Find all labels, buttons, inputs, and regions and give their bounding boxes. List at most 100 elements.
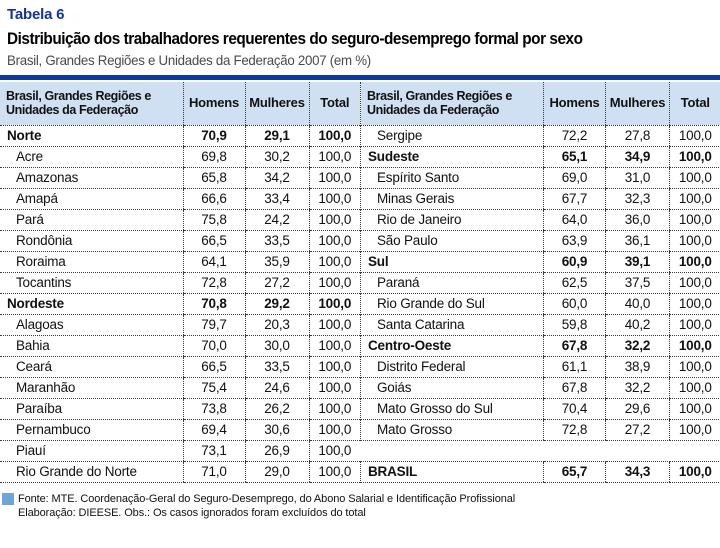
- region-cell: Goiás: [360, 377, 544, 399]
- homens-cell: 65,1: [543, 146, 606, 168]
- region-cell: Espírito Santo: [360, 167, 544, 189]
- mulheres-cell: 36,0: [605, 209, 670, 231]
- table-row: Ceará 66,5 33,5 100,0: [0, 356, 360, 378]
- mulheres-cell: 29,1: [244, 125, 309, 147]
- column-header-total: Total: [308, 82, 360, 126]
- data-table: Brasil, Grandes Regiões e Unidades da Fe…: [0, 82, 720, 483]
- total-cell: 100,0: [669, 167, 720, 189]
- homens-cell: 67,8: [543, 377, 606, 399]
- page-title: Distribuição dos trabalhadores requerent…: [7, 30, 583, 48]
- homens-cell: 66,5: [182, 230, 245, 252]
- region-cell: Acre: [0, 146, 183, 168]
- total-cell: 100,0: [669, 188, 720, 210]
- table-row: Nordeste 70,8 29,2 100,0: [0, 293, 360, 315]
- mulheres-cell: 24,6: [244, 377, 309, 399]
- region-cell: Santa Catarina: [360, 314, 544, 336]
- total-cell: 100,0: [669, 272, 720, 294]
- left-table: Brasil, Grandes Regiões e Unidades da Fe…: [0, 82, 360, 483]
- mulheres-cell: 39,1: [605, 251, 670, 273]
- homens-cell: 67,7: [543, 188, 606, 210]
- region-cell: Alagoas: [0, 314, 183, 336]
- total-cell: 100,0: [669, 419, 720, 441]
- mulheres-cell: 20,3: [244, 314, 309, 336]
- region-cell: São Paulo: [360, 230, 544, 252]
- table-row: BRASIL 65,7 34,3 100,0: [360, 461, 720, 483]
- region-cell: Amazonas: [0, 167, 183, 189]
- homens-cell: 75,8: [182, 209, 245, 231]
- total-cell: 100,0: [308, 461, 360, 483]
- region-cell: Norte: [0, 125, 183, 147]
- region-cell: Rio de Janeiro: [360, 209, 544, 231]
- region-cell: Rondônia: [0, 230, 183, 252]
- table-row: Goiás 67,8 32,2 100,0: [360, 377, 720, 399]
- table-row: Sergipe 72,2 27,8 100,0: [360, 125, 720, 147]
- region-cell: Piauí: [0, 440, 183, 462]
- mulheres-cell: 30,0: [244, 335, 309, 357]
- total-cell: 100,0: [669, 335, 720, 357]
- total-cell: 100,0: [669, 293, 720, 315]
- total-cell: 100,0: [669, 398, 720, 420]
- mulheres-cell: 40,0: [605, 293, 670, 315]
- table-row: Amapá 66,6 33,4 100,0: [0, 188, 360, 210]
- region-cell: Tocantins: [0, 272, 183, 294]
- mulheres-cell: 34,9: [605, 146, 670, 168]
- table-row: Centro-Oeste 67,8 32,2 100,0: [360, 335, 720, 357]
- elaboration-line: Elaboração: DIEESE. Obs.: Os casos ignor…: [18, 506, 366, 519]
- table-row: [360, 440, 720, 462]
- table-row: Minas Gerais 67,7 32,3 100,0: [360, 188, 720, 210]
- homens-cell: 60,9: [543, 251, 606, 273]
- right-table: Brasil, Grandes Regiões e Unidades da Fe…: [360, 82, 720, 483]
- column-header-region: Brasil, Grandes Regiões e Unidades da Fe…: [360, 82, 544, 126]
- region-cell: Pará: [0, 209, 183, 231]
- table-row: Sul 60,9 39,1 100,0: [360, 251, 720, 273]
- homens-cell: 70,0: [182, 335, 245, 357]
- homens-cell: 69,8: [182, 146, 245, 168]
- mulheres-cell: 32,3: [605, 188, 670, 210]
- total-cell: 100,0: [308, 209, 360, 231]
- mulheres-cell: 36,1: [605, 230, 670, 252]
- total-cell: 100,0: [308, 419, 360, 441]
- table-row: Acre 69,8 30,2 100,0: [0, 146, 360, 168]
- table-row: Pará 75,8 24,2 100,0: [0, 209, 360, 231]
- homens-cell: 69,0: [543, 167, 606, 189]
- table-row: Mato Grosso do Sul 70,4 29,6 100,0: [360, 398, 720, 420]
- mulheres-cell: 29,6: [605, 398, 670, 420]
- total-cell: 100,0: [669, 125, 720, 147]
- total-cell: 100,0: [669, 146, 720, 168]
- mulheres-cell: 24,2: [244, 209, 309, 231]
- total-cell: 100,0: [308, 335, 360, 357]
- mulheres-cell: 31,0: [605, 167, 670, 189]
- header-row: Brasil, Grandes Regiões e Unidades da Fe…: [0, 82, 360, 126]
- table-row: Sudeste 65,1 34,9 100,0: [360, 146, 720, 168]
- mulheres-cell: 27,8: [605, 125, 670, 147]
- region-cell: Rio Grande do Norte: [0, 461, 183, 483]
- total-cell: 100,0: [308, 230, 360, 252]
- homens-cell: 64,1: [182, 251, 245, 273]
- homens-cell: 59,8: [543, 314, 606, 336]
- homens-cell: 75,4: [182, 377, 245, 399]
- column-header-homens: Homens: [543, 82, 606, 126]
- region-cell: Sul: [360, 251, 544, 273]
- report-page: Tabela 6 Distribuição dos trabalhadores …: [0, 6, 720, 519]
- table-row: Distrito Federal 61,1 38,9 100,0: [360, 356, 720, 378]
- region-cell: Nordeste: [0, 293, 183, 315]
- region-cell: Rio Grande do Sul: [360, 293, 544, 315]
- mulheres-cell: 33,5: [244, 356, 309, 378]
- mulheres-cell: 27,2: [605, 419, 670, 441]
- total-cell: 100,0: [669, 377, 720, 399]
- region-cell: Amapá: [0, 188, 183, 210]
- table-row: Pernambuco 69,4 30,6 100,0: [0, 419, 360, 441]
- table-row: Amazonas 65,8 34,2 100,0: [0, 167, 360, 189]
- total-cell: 100,0: [669, 230, 720, 252]
- total-cell: 100,0: [669, 314, 720, 336]
- homens-cell: 70,9: [182, 125, 245, 147]
- region-cell: Roraima: [0, 251, 183, 273]
- mulheres-cell: 33,5: [244, 230, 309, 252]
- region-cell: Distrito Federal: [360, 356, 544, 378]
- table-row: Rio Grande do Norte 71,0 29,0 100,0: [0, 461, 360, 483]
- mulheres-cell: 29,2: [244, 293, 309, 315]
- total-cell: 100,0: [669, 461, 720, 483]
- table-row: São Paulo 63,9 36,1 100,0: [360, 230, 720, 252]
- mulheres-cell: [605, 440, 670, 462]
- homens-cell: 73,1: [182, 440, 245, 462]
